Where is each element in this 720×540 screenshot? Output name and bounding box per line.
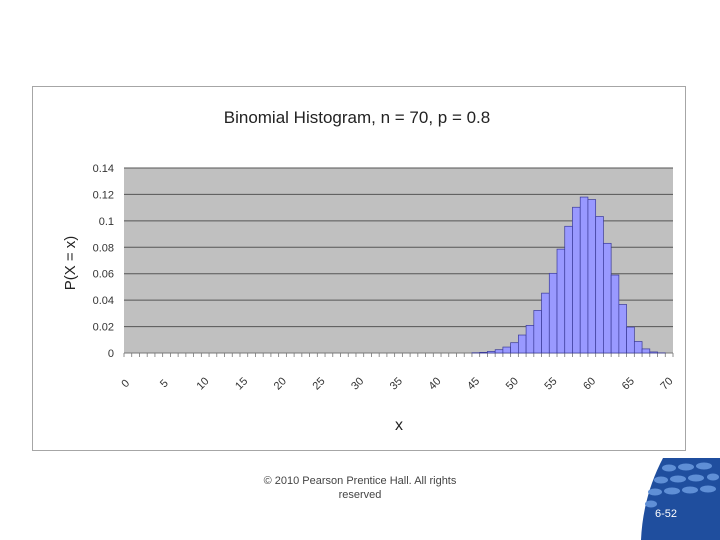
y-tick-label: 0.08: [93, 242, 114, 254]
x-tick-label: 20: [272, 375, 289, 392]
y-tick-label: 0.14: [93, 163, 114, 175]
x-tick-label: 30: [349, 375, 366, 392]
histogram-bar: [518, 334, 527, 354]
histogram-bar: [502, 346, 511, 354]
histogram-bar: [525, 325, 535, 354]
y-tick-label: 0: [108, 348, 114, 360]
x-tick-label: 15: [233, 375, 250, 392]
x-tick-label: 10: [194, 375, 211, 392]
x-tick-label: 40: [426, 375, 443, 392]
histogram-bar: [579, 196, 589, 354]
y-tick-label: 0.06: [93, 269, 114, 281]
histogram-bar: [633, 341, 643, 354]
x-tick-label: 35: [388, 375, 405, 392]
histogram-bar: [494, 349, 504, 354]
histogram-bar: [603, 242, 612, 354]
y-tick-label: 0.04: [93, 295, 114, 307]
histogram-bar: [595, 216, 604, 354]
histogram-bar: [510, 342, 519, 354]
plot-area: 0 0.02 0.04 0.06 0.08 0.1 0.12 0.14 0 5 10 15 20 25 30…: [93, 163, 676, 392]
copyright-footer: © 2010 Pearson Prentice Hall. All rights…: [250, 474, 470, 502]
x-axis-label: x: [395, 417, 403, 434]
histogram-bar: [487, 351, 496, 354]
copyright-line-2: reserved: [338, 489, 382, 501]
x-tick-label: 65: [620, 375, 637, 392]
histogram-bar: [533, 310, 542, 354]
x-tick-label: 50: [504, 375, 521, 392]
histogram-bar: [618, 304, 627, 354]
copyright-line-1: © 2010 Pearson Prentice Hall. All rights: [263, 475, 457, 487]
x-tick-label: 70: [658, 375, 675, 392]
x-tick-label: 45: [465, 375, 482, 392]
histogram-bar: [479, 351, 488, 354]
histogram-bar: [564, 225, 573, 354]
histogram-bar: [572, 206, 581, 354]
x-tick-label: 55: [542, 375, 559, 392]
y-tick-label: 0.02: [93, 322, 114, 334]
x-tick-label: 25: [310, 375, 327, 392]
x-tick-label: 5: [158, 377, 171, 390]
chart-frame: Binomial Histogram, n = 70, p = 0.8 P(X …: [32, 86, 686, 451]
histogram-bar: [610, 274, 620, 354]
histogram-bar: [587, 199, 597, 354]
y-axis-label: P(X = x): [62, 236, 79, 291]
x-tick-label: 60: [581, 375, 598, 392]
histogram-bar: [649, 351, 658, 354]
histogram-bar: [548, 272, 558, 354]
y-tick-label: 0.1: [99, 216, 114, 228]
x-tick-label: 0: [119, 377, 132, 390]
y-tick-label: 0.12: [93, 189, 114, 201]
chart-title: Binomial Histogram, n = 70, p = 0.8: [224, 108, 490, 127]
page-number: 6-52: [654, 508, 678, 520]
histogram-bar: [541, 292, 550, 354]
histogram-bar: [556, 248, 566, 354]
histogram-bar: [626, 326, 635, 354]
binomial-histogram: Binomial Histogram, n = 70, p = 0.8 P(X …: [62, 108, 676, 434]
page-badge-graphic: [641, 458, 720, 540]
histogram-bar: [641, 348, 651, 354]
